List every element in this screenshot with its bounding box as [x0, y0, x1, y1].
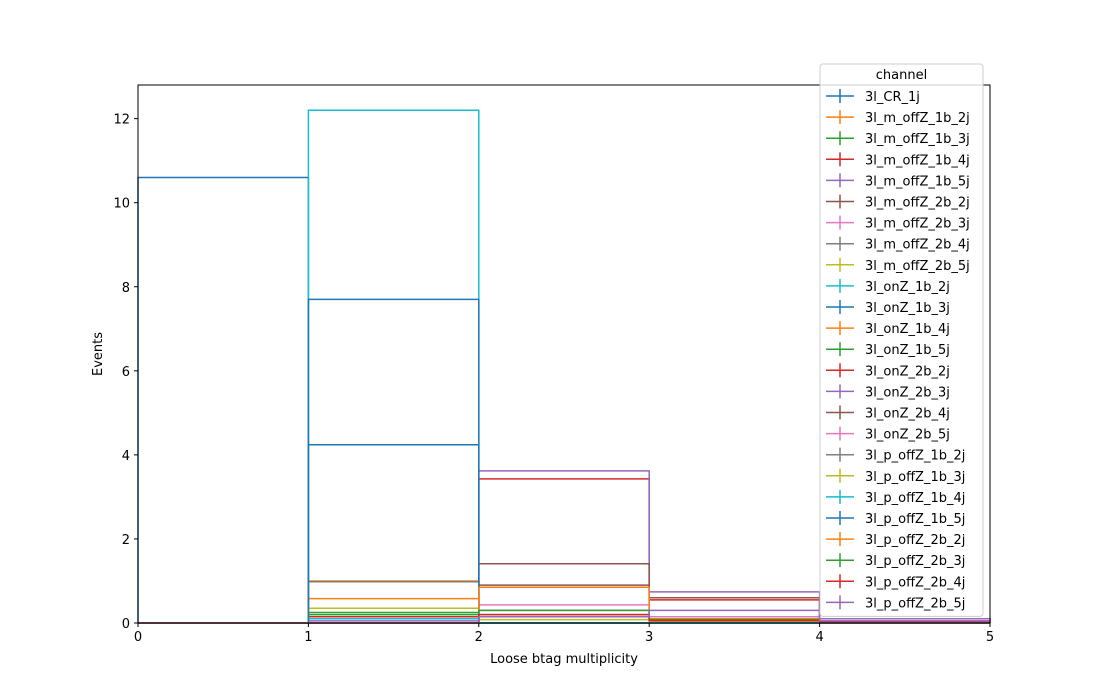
x-tick-label: 3	[645, 630, 653, 645]
legend-entry: 3l_m_offZ_2b_4j	[826, 236, 970, 253]
y-tick-label: 2	[122, 533, 130, 548]
legend-entry: 3l_onZ_2b_3j	[826, 384, 950, 400]
y-tick-label: 6	[122, 365, 130, 380]
legend-label: 3l_p_offZ_1b_5j	[865, 512, 965, 527]
legend-entry: 3l_CR_1j	[826, 89, 920, 105]
legend-label: 3l_m_offZ_2b_4j	[865, 238, 970, 253]
x-tick-label: 0	[134, 630, 142, 645]
axes-frame	[137, 84, 991, 624]
legend-label: 3l_onZ_2b_3j	[865, 385, 950, 400]
legend-label: 3l_m_offZ_1b_3j	[865, 132, 970, 147]
legend-entry: 3l_m_offZ_2b_2j	[826, 194, 970, 211]
x-tick-label: 1	[304, 630, 312, 645]
legend-label: 3l_m_offZ_2b_5j	[865, 259, 970, 274]
legend-label: 3l_onZ_1b_5j	[865, 343, 950, 358]
legend-entry: 3l_m_offZ_1b_3j	[826, 131, 970, 147]
legend-label: 3l_onZ_2b_2j	[865, 364, 950, 379]
legend-entry: 3l_p_offZ_2b_5j	[826, 595, 965, 611]
legend-entry: 3l_onZ_1b_2j	[826, 278, 950, 295]
legend-entry: 3l_p_offZ_2b_4j	[826, 574, 965, 590]
x-tick-label: 5	[986, 630, 994, 645]
legend-label: 3l_m_offZ_1b_2j	[865, 111, 970, 126]
legend-items: 3l_CR_1j 3l_m_offZ_1b_2j 3l_m_offZ_1b_3j 3l…	[826, 89, 970, 611]
legend-label: 3l_onZ_1b_2j	[865, 280, 950, 295]
legend-entry: 3l_m_offZ_2b_5j	[826, 257, 970, 274]
legend-label: 3l_p_offZ_1b_2j	[865, 449, 965, 464]
legend-label: 3l_onZ_1b_3j	[865, 301, 950, 316]
legend-box	[819, 63, 984, 617]
y-tick-label: 4	[122, 449, 130, 464]
legend-label: 3l_p_offZ_1b_4j	[865, 491, 965, 506]
y-tick-label: 10	[113, 197, 130, 212]
legend-label: 3l_m_offZ_1b_4j	[865, 153, 970, 168]
x-axis-label: Loose btag multiplicity	[490, 652, 638, 667]
y-tick-label: 12	[113, 113, 130, 128]
legend-label: 3l_p_offZ_2b_4j	[865, 575, 965, 590]
legend-entry: 3l_p_offZ_1b_3j	[826, 468, 965, 485]
legend-label: 3l_m_offZ_2b_2j	[865, 196, 970, 211]
x-tick-label: 4	[815, 630, 823, 645]
legend-entry: 3l_onZ_2b_4j	[826, 405, 950, 422]
legend-label: 3l_m_offZ_2b_3j	[865, 217, 970, 232]
legend-title: channel	[876, 68, 927, 83]
legend-entry: 3l_onZ_1b_3j	[826, 300, 950, 316]
x-tick-label: 2	[475, 630, 483, 645]
legend-label: 3l_m_offZ_1b_5j	[865, 174, 970, 189]
y-axis-ticks: 0 2 4 6 8 10 12	[113, 113, 138, 632]
legend-entry: 3l_m_offZ_1b_4j	[826, 152, 970, 168]
legend-entry: 3l_p_offZ_1b_2j	[826, 447, 965, 464]
legend-label: 3l_p_offZ_2b_2j	[865, 533, 965, 548]
legend-entry: 3l_m_offZ_1b_2j	[826, 110, 970, 126]
legend-label: 3l_p_offZ_2b_5j	[865, 596, 965, 611]
legend-label: 3l_p_offZ_1b_3j	[865, 470, 965, 485]
legend-entry: 3l_onZ_1b_5j	[826, 342, 950, 358]
legend-entry: 3l_p_offZ_2b_2j	[826, 532, 965, 548]
legend-label: 3l_CR_1j	[865, 90, 920, 105]
legend-entry: 3l_m_offZ_2b_3j	[826, 215, 970, 232]
y-tick-label: 0	[122, 617, 130, 632]
legend-entry: 3l_p_offZ_2b_3j	[826, 553, 965, 569]
legend-entry: 3l_onZ_2b_2j	[826, 363, 950, 379]
x-axis-ticks: 0 1 2 3 4 5	[134, 623, 994, 645]
legend: channel 3l_CR_1j 3l_m_offZ_1b_2j 3l_m_offZ…	[819, 63, 984, 617]
legend-label: 3l_p_offZ_2b_3j	[865, 554, 965, 569]
y-axis-label: Events	[91, 332, 106, 376]
legend-label: 3l_onZ_1b_4j	[865, 322, 950, 337]
y-tick-label: 8	[122, 281, 130, 296]
legend-entry: 3l_onZ_2b_5j	[826, 426, 950, 443]
legend-entry: 3l_onZ_1b_4j	[826, 321, 950, 337]
legend-label: 3l_onZ_2b_4j	[865, 407, 950, 422]
legend-label: 3l_onZ_2b_5j	[865, 428, 950, 443]
legend-entry: 3l_p_offZ_1b_5j	[826, 511, 965, 527]
legend-entry: 3l_p_offZ_1b_4j	[826, 489, 965, 506]
legend-entry: 3l_m_offZ_1b_5j	[826, 173, 970, 189]
